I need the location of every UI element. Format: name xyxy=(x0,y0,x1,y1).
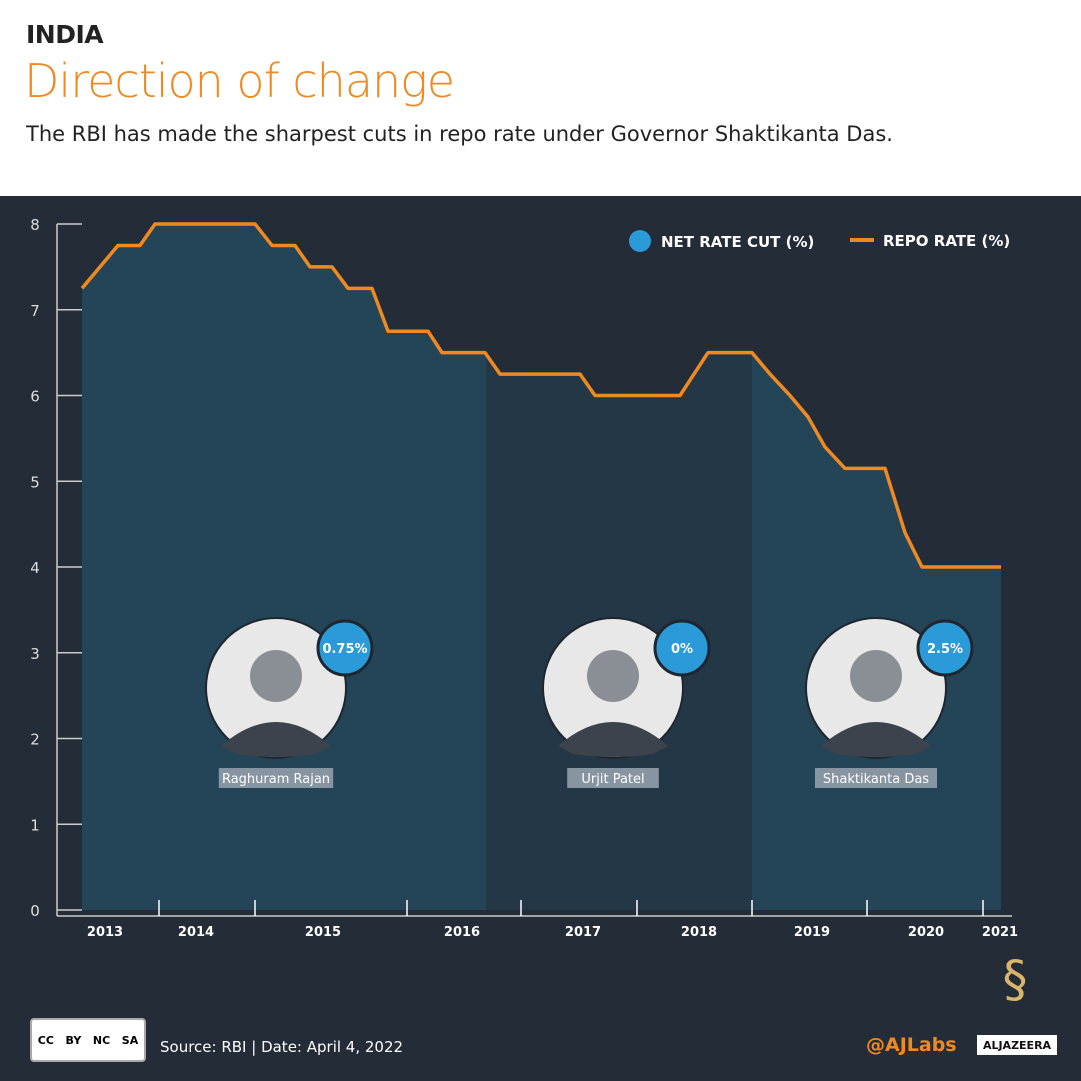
net-rate-cut-bubble xyxy=(316,619,374,677)
cc-icon: CC xyxy=(37,1033,54,1047)
net-rate-cut-bubble xyxy=(653,619,711,677)
kicker: INDIA xyxy=(26,20,104,49)
governor-region-1 xyxy=(82,224,486,910)
legend-repo-rate-label: REPO RATE (%) xyxy=(883,232,1010,250)
y-tick-label: 6 xyxy=(30,388,40,406)
aljazeera-logo-icon: § xyxy=(1002,950,1028,1008)
legend-net-rate-cut-marker xyxy=(629,230,651,252)
x-tick-label: 2019 xyxy=(794,925,830,940)
y-tick-label: 1 xyxy=(30,816,40,834)
x-tick-label: 2020 xyxy=(908,925,944,940)
repo-rate-line xyxy=(80,222,1001,569)
y-tick-label: 3 xyxy=(30,645,40,663)
y-tick-label: 7 xyxy=(30,302,40,320)
net-rate-cut-value: 0.75% xyxy=(322,642,367,657)
y-tick-label: 4 xyxy=(30,559,40,577)
governor-face xyxy=(587,650,639,702)
x-tick-label: 2021 xyxy=(982,925,1018,940)
license-sa: SA xyxy=(121,1033,139,1047)
net-rate-cut-value: 2.5% xyxy=(927,642,963,657)
y-tick-label: 2 xyxy=(30,731,40,749)
legend-net-rate-cut-label: NET RATE CUT (%) xyxy=(661,233,814,251)
y-tick-label: 5 xyxy=(30,473,40,491)
page-title: Direction of change xyxy=(24,54,455,108)
governor-name-bg xyxy=(567,768,659,788)
x-tick-label: 2016 xyxy=(444,925,480,940)
subtitle: The RBI has made the sharpest cuts in re… xyxy=(26,122,893,146)
net-rate-cut-bubble xyxy=(916,619,974,677)
creative-commons-badge: CC BY NC SA xyxy=(30,1018,146,1062)
y-tick-label: 0 xyxy=(30,902,40,920)
x-tick-label: 2018 xyxy=(681,925,717,940)
source-note: Source: RBI | Date: April 4, 2022 xyxy=(160,1038,404,1056)
x-tick-label: 2013 xyxy=(87,925,123,940)
governor-name-bg xyxy=(815,768,937,788)
governor-name: Raghuram Rajan xyxy=(222,772,330,787)
ajlabs-handle: @AJLabs xyxy=(866,1034,957,1056)
license-nc: NC xyxy=(92,1033,111,1047)
governor-face xyxy=(250,650,302,702)
x-tick-label: 2015 xyxy=(305,925,341,940)
x-tick-label: 2014 xyxy=(178,925,214,940)
governor-face xyxy=(850,650,902,702)
governor-name: Shaktikanta Das xyxy=(823,772,929,787)
governor-suit xyxy=(821,722,931,757)
aljazeera-wordmark: ALJAZEERA xyxy=(977,1035,1057,1055)
governor-suit xyxy=(558,722,668,757)
net-rate-cut-value: 0% xyxy=(671,642,693,657)
governor-suit xyxy=(221,722,331,757)
governor-name: Urjit Patel xyxy=(581,772,644,787)
x-tick-label: 2017 xyxy=(565,925,601,940)
governor-name-bg xyxy=(218,768,334,788)
y-tick-label: 8 xyxy=(30,216,40,234)
license-by: BY xyxy=(65,1033,82,1047)
